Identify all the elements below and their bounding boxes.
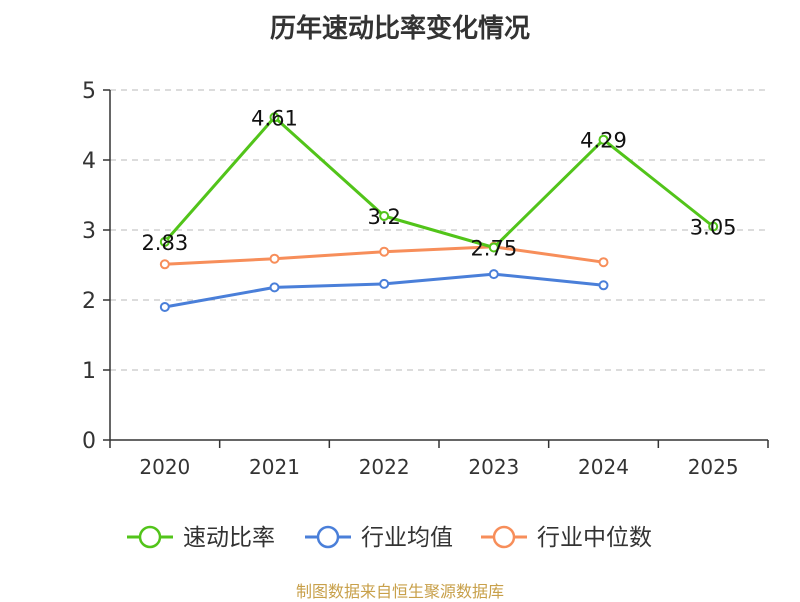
legend-label: 行业均值 — [361, 525, 453, 551]
legend-label: 速动比率 — [183, 525, 275, 551]
y-tick-label: 1 — [82, 359, 96, 384]
data-point — [488, 242, 499, 253]
data-point — [379, 278, 390, 289]
data-labels: 2.83 4.61 3.2 2.75 4.29 3.05 — [141, 106, 736, 260]
legend: 速动比率 行业均值 行业中位数 — [127, 525, 652, 551]
x-tick-label: 2024 — [578, 455, 629, 479]
data-point — [708, 221, 719, 232]
source-note: 制图数据来自恒生聚源数据库 — [295, 582, 504, 601]
data-point — [269, 282, 280, 293]
data-point — [598, 134, 609, 145]
data-point — [159, 302, 170, 312]
data-point — [159, 236, 170, 247]
legend-marker — [316, 525, 340, 549]
data-point — [488, 269, 499, 280]
legend-label: 行业中位数 — [537, 525, 652, 551]
y-tick-label: 0 — [82, 429, 96, 454]
series-lines — [159, 112, 719, 312]
y-tick-label: 4 — [82, 149, 96, 174]
x-tick-label: 2021 — [249, 455, 300, 479]
data-label: 3.05 — [690, 216, 737, 240]
y-tick-label: 2 — [82, 289, 96, 314]
x-tick-label: 2025 — [688, 455, 739, 479]
data-point — [269, 112, 280, 123]
legend-marker — [492, 525, 516, 549]
data-label: 4.29 — [580, 129, 627, 153]
axes: 0 1 2 3 4 5 2020 2021 2022 2023 2024 2025 — [82, 79, 769, 479]
x-tick-label: 2022 — [359, 455, 410, 479]
data-label: 2.75 — [470, 237, 517, 261]
y-tick-label: 3 — [82, 219, 96, 244]
chart-title: 历年速动比率变化情况 — [269, 14, 530, 44]
legend-marker — [138, 525, 162, 549]
data-point — [379, 211, 390, 221]
data-label: 3.2 — [367, 205, 400, 229]
data-point — [598, 280, 609, 291]
x-tick-label: 2023 — [468, 455, 519, 479]
grid-lines — [110, 89, 768, 371]
y-tick-label: 5 — [82, 79, 96, 104]
data-point — [159, 259, 170, 270]
data-label: 2.83 — [141, 231, 188, 255]
x-tick-label: 2020 — [139, 455, 190, 479]
series-line-0 — [163, 115, 715, 249]
data-label: 4.61 — [251, 106, 298, 130]
data-point — [598, 257, 609, 268]
data-point — [379, 246, 390, 257]
data-point — [269, 253, 280, 264]
